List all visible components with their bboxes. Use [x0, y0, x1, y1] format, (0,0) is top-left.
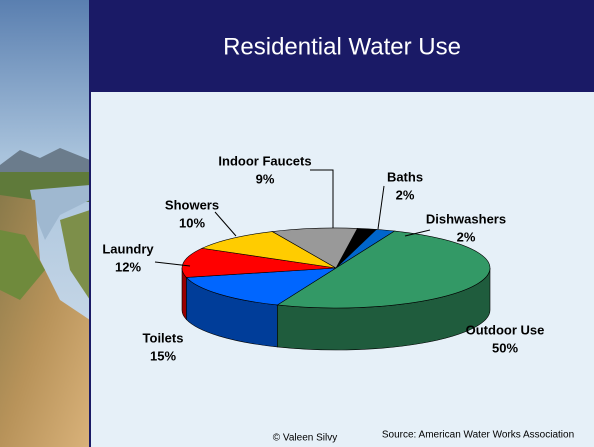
- category-label: Baths: [387, 169, 423, 184]
- slice: [276, 230, 491, 309]
- value-label: 12%: [115, 259, 141, 274]
- value-label: 2%: [457, 229, 476, 244]
- slice: [181, 247, 337, 278]
- value-label: 50%: [492, 340, 518, 355]
- category-label: Dishwashers: [426, 211, 506, 226]
- pie: [181, 227, 491, 351]
- slice: [271, 227, 358, 269]
- leader-line: [154, 261, 191, 267]
- credit: © Valeen Silvy: [273, 433, 337, 444]
- chart-title: Residential Water Use: [223, 33, 461, 60]
- category-label: Showers: [165, 197, 219, 212]
- category-label: Indoor Faucets: [218, 153, 311, 168]
- title-band: [91, 0, 594, 92]
- labels: Baths 2% Dishwashers 2% Outdoor Use 50% Toilet…: [102, 153, 544, 363]
- leader-line: [377, 185, 385, 230]
- leader-line: [310, 169, 334, 228]
- slice: [185, 267, 337, 306]
- category-label: Toilets: [143, 330, 184, 345]
- leader-line: [214, 211, 237, 237]
- slice: [201, 231, 337, 269]
- source: Source: American Water Works Association: [382, 430, 574, 441]
- value-label: 9%: [256, 171, 275, 186]
- photo: [0, 0, 91, 447]
- category-label: Laundry: [102, 241, 154, 256]
- category-label: Outdoor Use: [466, 322, 545, 337]
- value-label: 10%: [179, 215, 205, 230]
- leader-line: [404, 229, 431, 237]
- value-label: 2%: [396, 187, 415, 202]
- value-label: 15%: [150, 348, 176, 363]
